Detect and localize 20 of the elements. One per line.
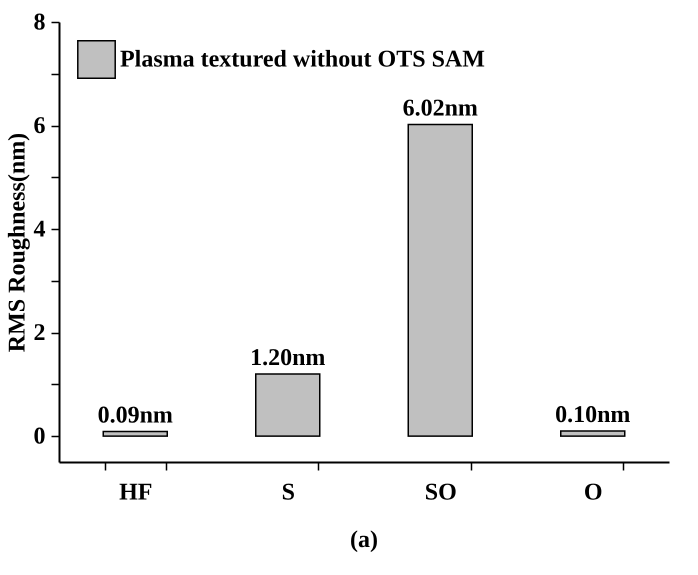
y-axis-title: RMS Roughness(nm) (4, 132, 30, 352)
data-label: 1.20nm (250, 345, 326, 371)
bar (102, 430, 168, 437)
y-tick-label: 8 (34, 10, 46, 36)
x-tick-label: SO (424, 480, 457, 506)
bar (560, 430, 626, 437)
y-tick-label: 4 (34, 216, 46, 243)
data-label: 0.09nm (98, 402, 173, 428)
text: (a) (350, 527, 378, 553)
x-tick-label: O (584, 480, 603, 506)
x-tick-label: S (282, 480, 295, 506)
bar (408, 124, 473, 437)
x-tick-label: HF (119, 480, 152, 506)
data-label: 6.02nm (402, 95, 478, 122)
legend-label: Plasma textured without OTS SAM (120, 46, 485, 72)
y-tick-label: 2 (34, 320, 46, 346)
y-tick-label: 6 (34, 113, 46, 140)
bar (255, 373, 320, 437)
data-label: 0.10nm (555, 402, 630, 428)
y-tick-label: 0 (34, 424, 46, 450)
